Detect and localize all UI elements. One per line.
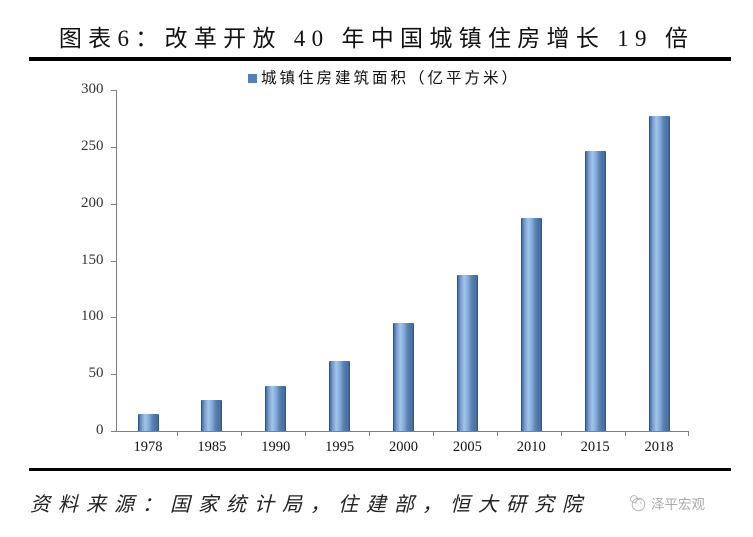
svg-text:泽平宏观: 泽平宏观 xyxy=(651,497,705,512)
